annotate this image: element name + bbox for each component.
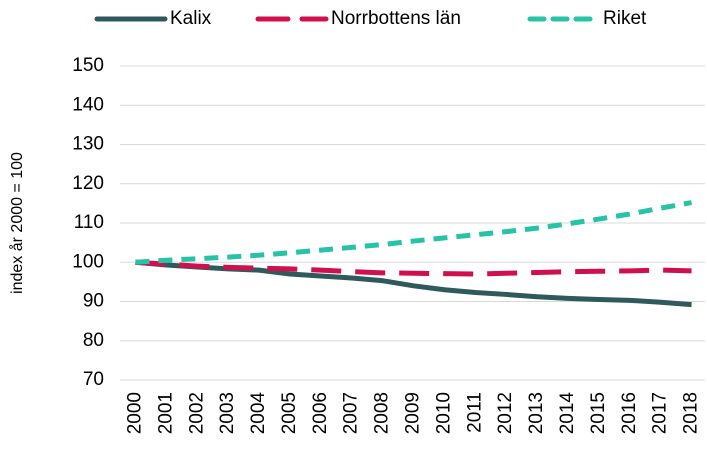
y-tick-label: 120 — [72, 173, 104, 194]
x-tick-label: 2010 — [433, 392, 454, 434]
legend-label: Norrbottens län — [331, 8, 461, 29]
y-tick-label: 90 — [83, 291, 104, 312]
x-tick-label: 2000 — [124, 392, 145, 434]
y-tick-label: 110 — [74, 212, 104, 233]
legend-label: Riket — [603, 8, 647, 29]
x-tick-label: 2007 — [341, 392, 362, 434]
y-tick-label: 70 — [83, 369, 104, 390]
series-line — [135, 259, 692, 277]
legend-label: Kalix — [170, 8, 212, 29]
y-tick-label: 150 — [72, 55, 104, 76]
series-line — [135, 200, 692, 265]
x-tick-label: 2012 — [495, 392, 516, 434]
y-tick-label: 80 — [83, 330, 104, 351]
y-axis-label: index år 2000 = 100 — [8, 152, 26, 294]
x-tick-label: 2016 — [619, 392, 640, 434]
x-tick-label: 2018 — [681, 392, 702, 434]
y-tick-label: 100 — [72, 251, 104, 272]
x-tick-label: 2004 — [248, 392, 269, 435]
x-tick-label: 2015 — [588, 392, 609, 434]
x-tick-label: 2005 — [279, 392, 300, 434]
x-tick-label: 2009 — [403, 392, 424, 434]
series-line — [135, 259, 692, 308]
y-tick-label: 140 — [72, 94, 104, 115]
x-tick-label: 2002 — [186, 392, 207, 434]
x-tick-label: 2008 — [372, 392, 393, 434]
x-tick-label: 2017 — [650, 392, 671, 434]
x-tick-label: 2001 — [155, 392, 176, 434]
x-tick-label: 2003 — [217, 392, 238, 434]
x-tick-label: 2006 — [310, 392, 331, 434]
x-tick-label: 2014 — [557, 392, 578, 435]
x-tick-label: 2011 — [464, 392, 485, 433]
x-tick-label: 2013 — [526, 392, 547, 434]
y-tick-label: 130 — [72, 134, 104, 155]
